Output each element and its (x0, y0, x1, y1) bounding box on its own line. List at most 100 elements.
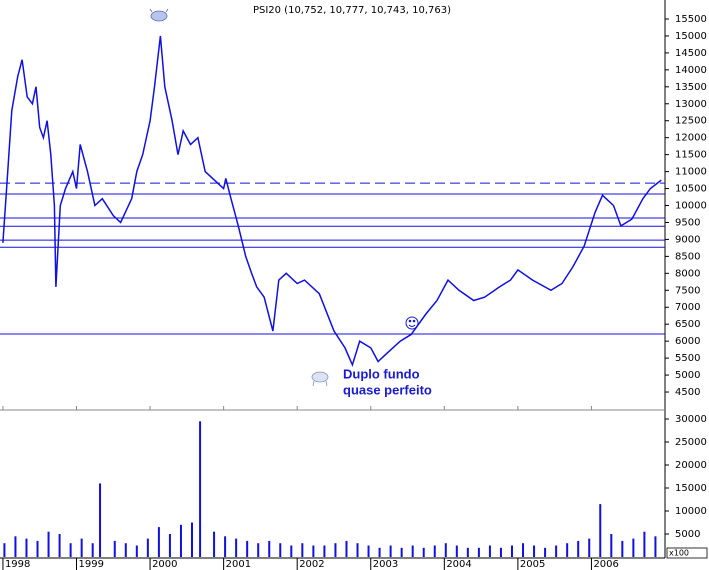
annotation: quase perfeito (343, 382, 432, 397)
y-tick-label: 6500 (675, 319, 700, 330)
volume-bar (544, 547, 547, 557)
volume-bar (157, 527, 160, 557)
x-tick-label: 2001 (226, 559, 251, 570)
y-tick-label: 14000 (675, 65, 707, 76)
y-tick-label: 14500 (675, 48, 707, 59)
price-line (2, 35, 662, 368)
volume-bar (91, 543, 94, 557)
volume-bar (3, 543, 6, 557)
volume-bar (146, 538, 149, 557)
unit-label: x100 (669, 549, 689, 558)
y-tick-label: 15000 (675, 31, 707, 42)
volume-bar (632, 538, 635, 557)
y-tick-label: 10000 (675, 201, 707, 212)
volume-bar (411, 545, 414, 557)
volume-bar (466, 547, 469, 557)
y-tick-label: 4500 (675, 387, 700, 398)
y-tick-label: 10500 (675, 184, 707, 195)
volume-bar (190, 522, 193, 557)
volume-bar (199, 421, 202, 557)
y-tick-label: 9500 (675, 217, 700, 228)
y-tick-label: 6000 (675, 336, 700, 347)
volume-bar (246, 540, 249, 557)
smiley-icon (405, 316, 419, 330)
volume-bar (654, 536, 657, 557)
volume-bar (389, 545, 392, 557)
volume-bar (577, 540, 580, 557)
volume-bar (356, 543, 359, 557)
volume-bar (99, 483, 102, 557)
x-tick-label: 1998 (5, 559, 30, 570)
x-tick-label: 2000 (152, 559, 177, 570)
volume-bar (290, 545, 293, 557)
volume-bar (499, 547, 502, 557)
bull-icon (149, 8, 169, 22)
volume-bar (323, 545, 326, 557)
x-tick-label: 2005 (520, 559, 545, 570)
volume-bar (58, 534, 61, 557)
volume-bar (334, 543, 337, 557)
y-tick-label: 11500 (675, 150, 707, 161)
volume-bar (69, 543, 72, 557)
volume-bar (455, 545, 458, 557)
volume-bar (36, 540, 39, 557)
volume-bar (235, 538, 238, 557)
y-tick-label: 12500 (675, 116, 707, 127)
y-tick-label: 8500 (675, 251, 700, 262)
volume-bar (168, 534, 171, 557)
x-tick-label: 2003 (373, 559, 398, 570)
x-tick-label: 2004 (446, 559, 471, 570)
volume-bar (47, 531, 50, 557)
y-tick-label: 13500 (675, 82, 707, 93)
volume-bar (213, 531, 216, 557)
volume-bar (224, 536, 227, 557)
volume-bar (135, 545, 138, 557)
y-tick-label: 5500 (675, 353, 700, 364)
y-tick-label: 15000 (675, 483, 707, 494)
annotation: Duplo fundo (343, 366, 420, 381)
volume-bar (345, 540, 348, 557)
volume-bar (14, 536, 17, 557)
unit-box (666, 547, 708, 559)
volume-bar (433, 545, 436, 557)
volume-bar (25, 538, 28, 557)
chart-title: PSI20 (10,752, 10,777, 10,743, 10,763) (253, 5, 451, 16)
y-tick-label: 25000 (675, 437, 707, 448)
volume-bar (268, 540, 271, 557)
volume-bar (533, 545, 536, 557)
y-tick-label: 13000 (675, 99, 707, 110)
x-tick-label: 2006 (593, 559, 618, 570)
volume-bar (257, 543, 260, 557)
volume-bar (610, 534, 613, 557)
volume-bar (422, 547, 425, 557)
volume-bar (367, 545, 370, 557)
volume-bar (643, 531, 646, 557)
volume-bar (312, 545, 315, 557)
volume-bar (555, 545, 558, 557)
y-tick-label: 10000 (675, 506, 707, 517)
y-tick-label: 9000 (675, 234, 700, 245)
bear-icon (311, 371, 329, 387)
y-tick-label: 20000 (675, 460, 707, 471)
volume-bar (488, 545, 491, 557)
volume-bar (113, 540, 116, 557)
volume-bar (599, 504, 602, 557)
y-tick-label: 7000 (675, 302, 700, 313)
y-tick-label: 8000 (675, 268, 700, 279)
volume-bar (80, 538, 83, 557)
volume-bar (124, 543, 127, 557)
volume-bar (444, 543, 447, 557)
volume-bar (400, 547, 403, 557)
volume-bar (588, 538, 591, 557)
volume-bar (477, 547, 480, 557)
volume-bar (279, 543, 282, 557)
y-tick-label: 12000 (675, 133, 707, 144)
volume-bar (301, 543, 304, 557)
volume-bar (621, 540, 624, 557)
x-tick-label: 1999 (79, 559, 104, 570)
y-tick-label: 5000 (675, 529, 700, 540)
volume-bar (179, 524, 182, 557)
